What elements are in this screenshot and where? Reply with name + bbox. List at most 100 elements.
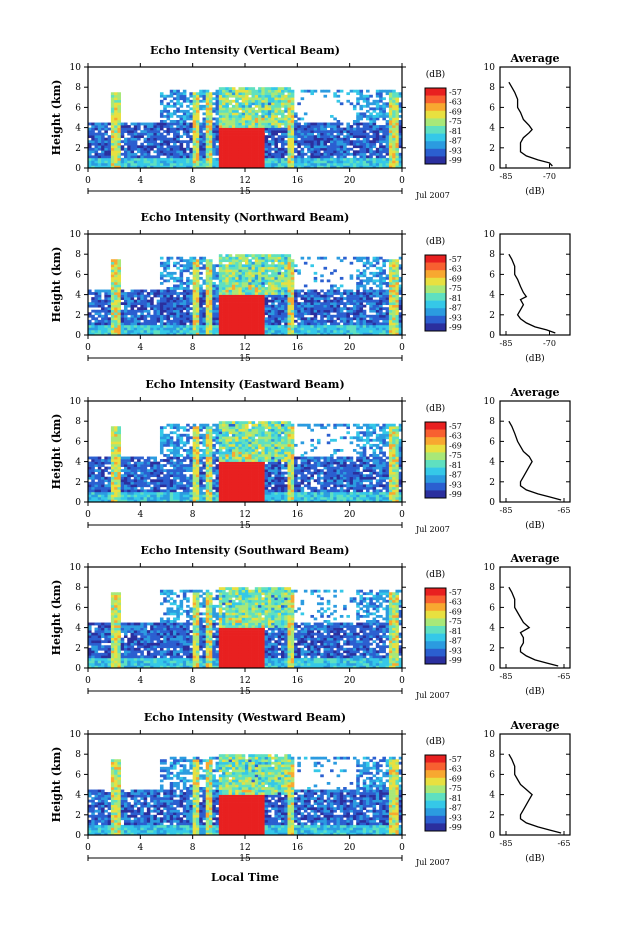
heatmap-cell <box>156 304 161 308</box>
heatmap-cell <box>104 499 108 502</box>
heatmap-cell <box>362 319 367 323</box>
heatmap-cell <box>88 461 92 465</box>
heatmap-cell <box>137 150 141 154</box>
colorbar-swatch <box>425 262 446 271</box>
chart-title: Echo Intensity (Eastward Beam) <box>145 378 344 391</box>
heatmap-cell <box>382 302 386 305</box>
heatmap-cell <box>195 319 200 323</box>
heatmap-cell <box>130 332 135 335</box>
heatmap-cell <box>264 114 269 118</box>
profile-y-tick-label: 6 <box>489 270 495 280</box>
heatmap-cell <box>169 256 174 260</box>
heatmap-cell <box>267 259 272 263</box>
heatmap-cell <box>114 499 118 502</box>
colorbar-swatch <box>425 95 446 104</box>
heatmap-cell <box>362 314 367 318</box>
heatmap-cell <box>205 269 210 273</box>
heatmap-cell <box>339 317 344 321</box>
heatmap-cell <box>356 332 360 335</box>
heatmap-cell <box>231 271 236 275</box>
heatmap-cell <box>248 269 252 273</box>
heatmap-cell <box>277 165 282 168</box>
heatmap-cell <box>375 307 380 311</box>
heatmap-cell <box>254 140 259 144</box>
heatmap-cell <box>127 302 131 305</box>
heatmap-cell <box>388 97 393 101</box>
heatmap-cell <box>235 312 239 316</box>
heatmap-cell <box>248 160 252 164</box>
heatmap-cell <box>356 89 360 93</box>
heatmap-cell <box>104 484 108 488</box>
heatmap-cell <box>287 332 292 335</box>
heatmap-cell <box>274 294 279 298</box>
heatmap-cell <box>114 433 118 437</box>
heatmap-cell <box>251 276 256 280</box>
heatmap-cell <box>101 160 105 164</box>
heatmap-cell <box>248 281 252 285</box>
x-tick-label: 0 <box>399 176 405 186</box>
heatmap-cell <box>267 309 272 313</box>
heatmap-cell <box>163 157 167 161</box>
heatmap-cell <box>241 304 246 308</box>
heatmap-cell <box>245 254 249 258</box>
heatmap-cell <box>94 122 99 126</box>
heatmap-cell <box>303 125 308 128</box>
heatmap-cell <box>366 117 370 121</box>
heatmap-cell <box>258 269 262 273</box>
heatmap-cell <box>228 309 233 313</box>
heatmap-cell <box>235 317 239 321</box>
heatmap-cell <box>215 117 220 121</box>
heatmap-cell <box>280 324 285 328</box>
heatmap-cell <box>101 319 105 323</box>
heatmap-cell <box>284 332 288 335</box>
heatmap-cell <box>182 122 187 126</box>
heatmap-cell <box>369 322 373 326</box>
heatmap-cell <box>212 122 216 126</box>
heatmap-cell <box>97 294 102 298</box>
heatmap-cell <box>107 324 112 328</box>
heatmap-cell <box>209 112 213 116</box>
heatmap-cell <box>238 254 243 258</box>
heatmap-cell <box>205 332 210 335</box>
heatmap-cell <box>241 145 246 149</box>
heatmap-cell <box>287 279 292 283</box>
heatmap-cell <box>166 160 171 164</box>
heatmap-cell <box>307 329 311 333</box>
heatmap-cell <box>238 135 243 138</box>
heatmap-cell <box>97 147 102 151</box>
heatmap-cell <box>261 107 265 111</box>
heatmap-cell <box>140 142 144 146</box>
heatmap-cell <box>379 155 383 159</box>
heatmap-cell <box>104 494 108 498</box>
heatmap-cell <box>300 322 305 326</box>
heatmap-cell <box>294 122 298 126</box>
heatmap-cell <box>238 147 243 151</box>
heatmap-cell <box>238 287 243 290</box>
heatmap-cell <box>274 97 279 101</box>
heatmap-cell <box>114 456 118 460</box>
heatmap-cell <box>326 122 331 126</box>
heatmap-cell <box>287 284 292 288</box>
heatmap-cell <box>120 329 125 333</box>
heatmap-cell <box>238 157 243 161</box>
heatmap-cell <box>235 89 239 93</box>
heatmap-cell <box>123 329 128 333</box>
heatmap-cell <box>346 157 350 161</box>
heatmap-cell <box>123 481 128 485</box>
heatmap-cell <box>258 332 262 335</box>
heatmap-cell <box>212 281 216 285</box>
heatmap-cell <box>212 140 216 144</box>
heatmap-cell <box>231 145 236 149</box>
heatmap-cell <box>333 157 337 161</box>
heatmap-cell <box>352 135 357 138</box>
heatmap-cell <box>326 130 331 133</box>
heatmap-cell <box>235 142 239 146</box>
heatmap-cell <box>114 264 118 268</box>
heatmap-cell <box>137 322 141 326</box>
heatmap-cell <box>307 160 311 164</box>
heatmap-cell <box>264 281 269 285</box>
heatmap-cell <box>199 135 203 138</box>
heatmap-cell <box>310 162 314 166</box>
heatmap-cell <box>202 89 207 93</box>
heatmap-cell <box>284 319 288 323</box>
